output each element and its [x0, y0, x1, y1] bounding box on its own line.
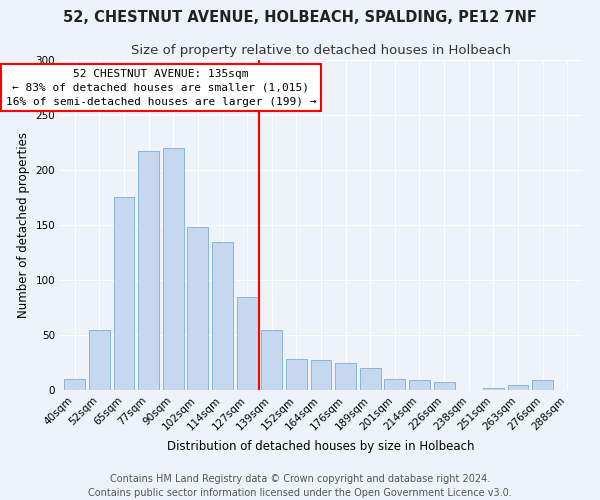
Text: 52 CHESTNUT AVENUE: 135sqm
← 83% of detached houses are smaller (1,015)
16% of s: 52 CHESTNUT AVENUE: 135sqm ← 83% of deta…	[6, 69, 316, 107]
Bar	[385, 379, 406, 390]
X-axis label: Distribution of detached houses by size in Holbeach: Distribution of detached houses by size …	[167, 440, 475, 453]
Text: Contains HM Land Registry data © Crown copyright and database right 2024.
Contai: Contains HM Land Registry data © Crown c…	[88, 474, 512, 498]
Bar	[89, 330, 110, 390]
Text: 52, CHESTNUT AVENUE, HOLBEACH, SPALDING, PE12 7NF: 52, CHESTNUT AVENUE, HOLBEACH, SPALDING,…	[63, 10, 537, 25]
Bar	[532, 380, 553, 390]
Bar	[64, 379, 85, 390]
Bar	[163, 148, 184, 390]
Bar	[409, 380, 430, 390]
Bar	[360, 368, 381, 390]
Bar	[508, 384, 529, 390]
Bar	[286, 359, 307, 390]
Bar	[212, 242, 233, 390]
Bar	[311, 360, 331, 390]
Y-axis label: Number of detached properties: Number of detached properties	[17, 132, 30, 318]
Bar	[113, 198, 134, 390]
Bar	[483, 388, 504, 390]
Bar	[187, 227, 208, 390]
Bar	[138, 152, 159, 390]
Bar	[335, 362, 356, 390]
Bar	[434, 382, 455, 390]
Title: Size of property relative to detached houses in Holbeach: Size of property relative to detached ho…	[131, 44, 511, 58]
Bar	[261, 330, 282, 390]
Bar	[236, 296, 257, 390]
